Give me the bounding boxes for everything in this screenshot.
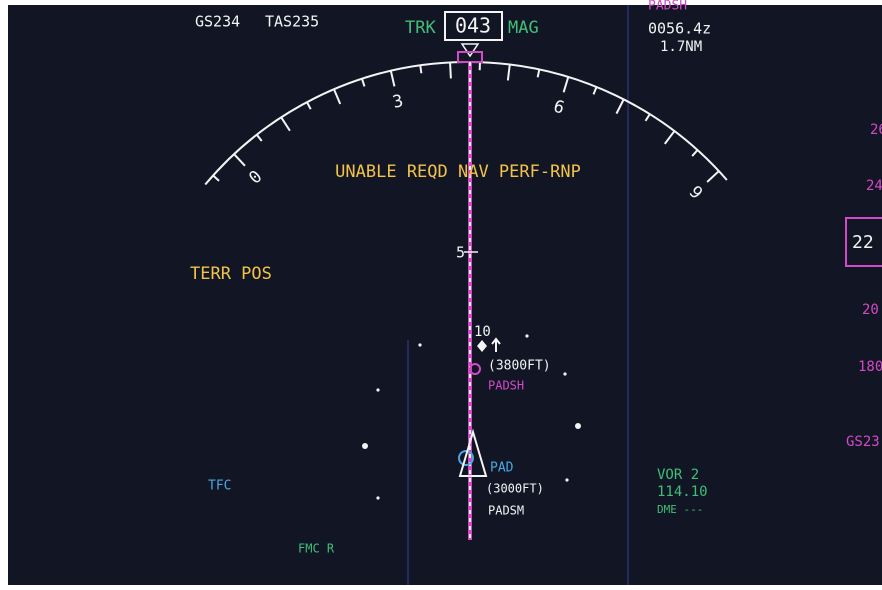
true-airspeed: TAS235 — [265, 13, 319, 31]
dot — [418, 343, 421, 346]
compass-tick — [450, 62, 451, 78]
vor-frequency: 114.10 — [657, 484, 708, 500]
screen — [8, 5, 882, 585]
fmc-source: FMC R — [298, 542, 335, 556]
dot — [525, 334, 528, 337]
current-speed: 22 — [852, 232, 874, 253]
dot — [376, 388, 379, 391]
ground-speed: GS234 — [195, 13, 240, 31]
track-label: TRK — [405, 18, 436, 38]
message: TERR POS — [190, 264, 272, 284]
eta: 0056.4z — [648, 20, 711, 38]
waypoint: PADSM — [488, 504, 524, 518]
constraint: (3800FT) — [488, 359, 551, 374]
reference: MAG — [508, 18, 539, 38]
speed-label: 180 — [858, 359, 882, 375]
speed-label: 26 — [870, 122, 882, 138]
range-mark: 10 — [474, 324, 491, 340]
nav-display: GS234 TAS235 TRK 043 MAG PADSH 0056.4z 1… — [0, 0, 882, 590]
next-waypoint: PADSH — [648, 0, 687, 14]
track: 043 — [455, 14, 491, 38]
speed-label: 20 — [862, 302, 879, 318]
distance: 1.7NM — [660, 39, 702, 55]
message: UNABLE REQD NAV PERF-RNP — [335, 162, 581, 182]
page: GS234 TAS235 TRK 043 MAG PADSH 0056.4z 1… — [0, 0, 882, 590]
waypoint: PADSH — [488, 379, 524, 393]
dme: DME --- — [657, 503, 703, 516]
dot — [376, 496, 379, 499]
vor-label: VOR 2 — [657, 467, 699, 483]
dot — [563, 372, 566, 375]
traffic: TFC — [208, 479, 231, 494]
dot — [565, 478, 568, 481]
dot — [575, 423, 581, 429]
range-mark: 5 — [456, 244, 465, 262]
ground-speed-tape: GS23 — [846, 434, 880, 450]
dot — [362, 443, 368, 449]
constraint: (3000FT) — [486, 482, 544, 496]
speed-label: 24 — [866, 178, 882, 194]
station: PAD — [490, 461, 514, 476]
compass-tick — [420, 65, 421, 73]
